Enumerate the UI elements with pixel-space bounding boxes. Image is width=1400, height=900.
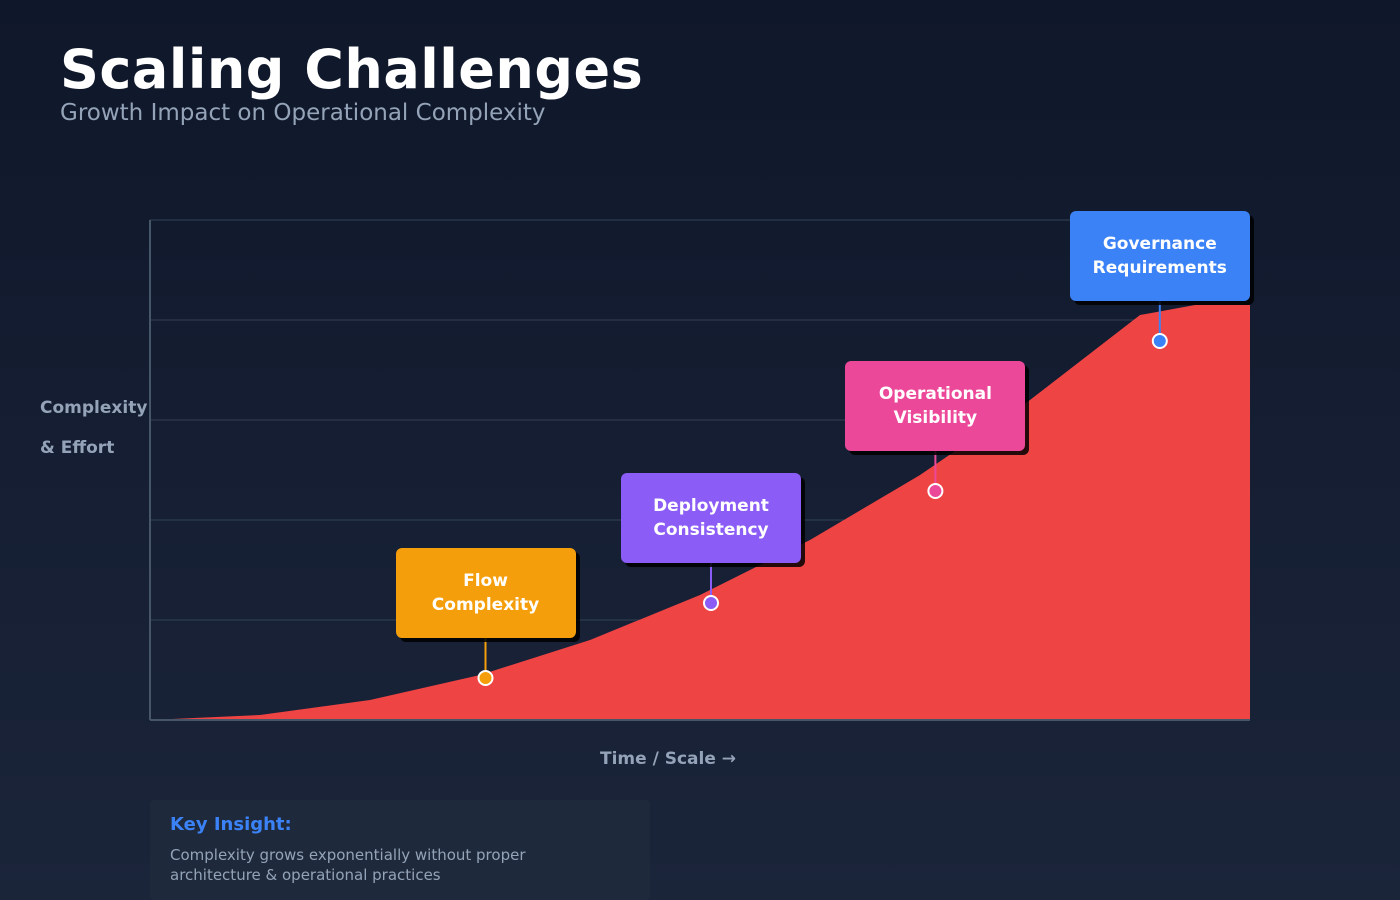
annotation-label: Operational Visibility xyxy=(879,382,992,430)
annotation-marker xyxy=(477,670,494,686)
annotation-label-line: Visibility xyxy=(893,408,978,428)
annotation-label-line: Consistency xyxy=(653,520,769,540)
annotation-marker xyxy=(703,595,719,611)
key-insight-text: Complexity grows exponentially without p… xyxy=(170,846,526,884)
annotation-label: Governance Requirements xyxy=(1093,232,1227,280)
complexity-area xyxy=(150,305,1250,720)
annotation-label-line: Governance xyxy=(1102,234,1217,254)
annotation-callout: Governance Requirements xyxy=(1069,211,1250,301)
annotation-callout: Operational Visibility xyxy=(845,361,1026,451)
y-axis-label-line-1: Complexity xyxy=(40,398,148,418)
annotation-label-line: Flow xyxy=(463,571,508,591)
annotation-callout: Flow Complexity xyxy=(395,548,576,638)
key-insight-panel: Key Insight: Complexity grows exponentia… xyxy=(150,800,650,900)
annotation-label-line: Deployment xyxy=(653,496,769,516)
y-axis-label: Complexity & Effort xyxy=(40,388,160,468)
x-axis-label: Time / Scale → xyxy=(600,749,737,769)
chart-title: Scaling Challenges xyxy=(60,38,644,101)
y-axis-label-line-2: & Effort xyxy=(40,438,115,458)
chart-subtitle: Growth Impact on Operational Complexity xyxy=(60,100,546,126)
key-insight-title: Key Insight: xyxy=(170,814,292,835)
annotation-marker xyxy=(1151,333,1168,349)
annotation-marker xyxy=(927,483,944,499)
annotation-label-line: Requirements xyxy=(1092,258,1227,278)
annotation-label: Flow Complexity xyxy=(432,569,539,617)
annotation-callout: Deployment Consistency xyxy=(621,473,801,563)
annotation-label: Deployment Consistency xyxy=(653,494,769,542)
annotation-label-line: Complexity xyxy=(431,595,540,615)
annotation-label-line: Operational xyxy=(878,384,992,404)
